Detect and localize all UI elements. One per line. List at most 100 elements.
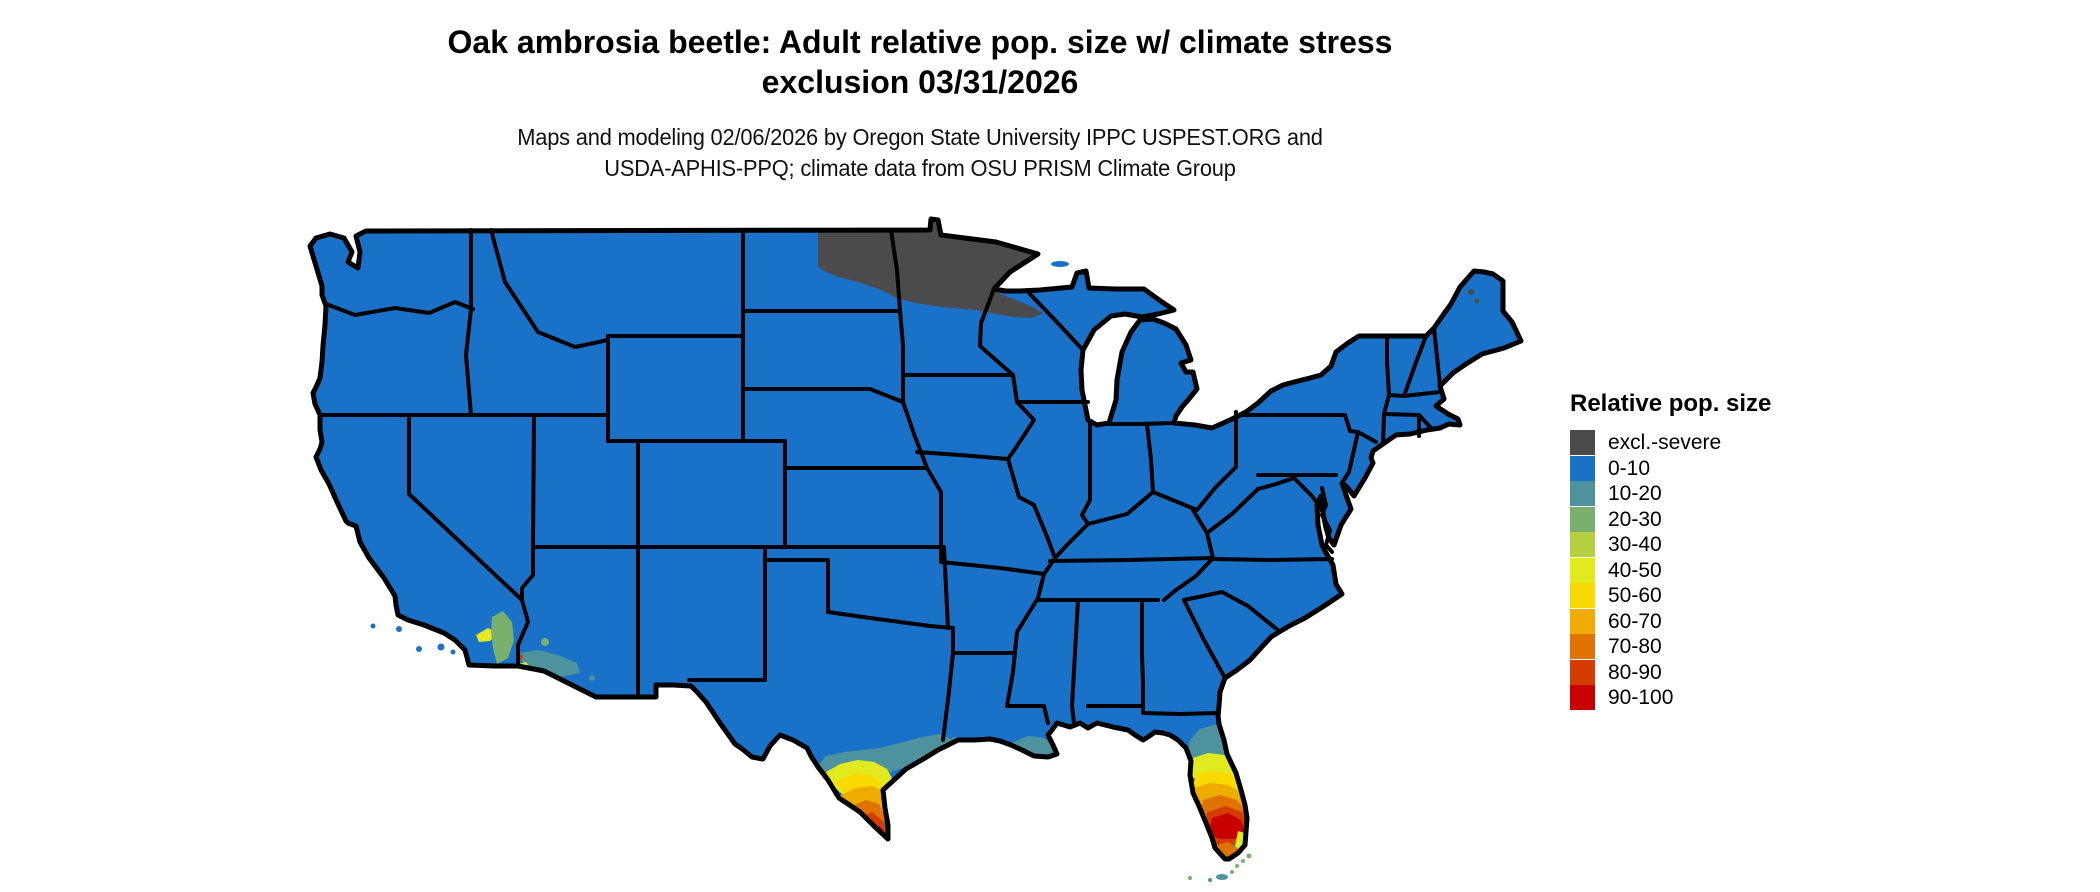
legend-swatch-90-100 [1570, 685, 1595, 711]
channel-island-dot [437, 643, 445, 651]
border-ga-fl [1141, 704, 1221, 716]
keys-dot [1246, 853, 1252, 859]
legend-swatch-70-80 [1570, 634, 1595, 660]
legend-swatch-60-70 [1570, 608, 1595, 634]
border-wa-or [324, 300, 475, 317]
border-potomac-upper [1256, 476, 1296, 491]
legend-label: 10-20 [1608, 482, 1662, 506]
legend-rows: excl.-severe 0-10 10-20 20-30 30-40 40-5… [1570, 430, 1870, 711]
border-tx-la [941, 651, 955, 742]
legend-row: 90-100 [1570, 685, 1870, 711]
legend-label: 90-100 [1608, 686, 1674, 710]
border-al-ga [1140, 598, 1145, 708]
border-nv-az [520, 545, 535, 602]
legend-label: 30-40 [1608, 533, 1662, 557]
delta-yellow-speck [1020, 754, 1026, 760]
legend-label: 60-70 [1608, 609, 1662, 633]
border-mississippi-river [978, 287, 1057, 708]
border-mt-id [489, 228, 610, 349]
border-ohio-river [1053, 465, 1238, 560]
legend-row: 0-10 [1570, 455, 1870, 482]
border-ia-mo [915, 450, 1010, 461]
border-ca-nv-az [407, 413, 530, 668]
legend-label: 80-90 [1608, 660, 1662, 684]
legend-label: 20-30 [1608, 507, 1662, 531]
border-sd-ne-43n [741, 387, 905, 404]
subtitle-line-1: Maps and modeling 02/06/2026 by Oregon S… [517, 124, 1323, 150]
legend-swatch-50-60 [1570, 583, 1595, 609]
page-title: Oak ambrosia beetle: Adult relative pop.… [0, 22, 1840, 102]
border-id-west [464, 228, 473, 417]
channel-island-dot [370, 623, 376, 629]
legend-label: 50-60 [1608, 584, 1662, 608]
legend-swatch-excl-severe [1570, 430, 1595, 456]
chesapeake-bay-line [1320, 486, 1334, 554]
legend-row: 30-40 [1570, 532, 1870, 558]
title-line-1: Oak ambrosia beetle: Adult relative pop.… [447, 24, 1393, 60]
legend-label: 0-10 [1608, 456, 1651, 480]
socal-teal-dot [589, 675, 595, 681]
socal-green-dot [541, 638, 549, 646]
legend-swatch-30-40 [1570, 532, 1595, 558]
legend-swatch-0-10 [1570, 455, 1595, 481]
legend-swatch-10-20 [1570, 481, 1595, 507]
border-la-ms-31n [1005, 704, 1050, 725]
subtitle-line-2: USDA-APHIS-PPQ; climate data from OSU PR… [604, 155, 1236, 181]
border-ny-nj [1356, 430, 1378, 444]
legend-label: 40-50 [1608, 558, 1662, 582]
isle-royale-island [1051, 261, 1069, 267]
legend-row: 70-80 [1570, 634, 1870, 660]
border-nh-me [1432, 326, 1442, 388]
border-mi-oh-in [1098, 421, 1176, 426]
border-ky-tn [1048, 556, 1215, 563]
climate-overlays [476, 219, 1480, 859]
legend: Relative pop. size excl.-severe 0-10 10-… [1570, 391, 1870, 711]
legend-row: 10-20 [1570, 481, 1870, 507]
border-va-nc [1211, 557, 1334, 562]
socal-green-patch [491, 611, 514, 664]
border-ok-ar [942, 545, 950, 630]
border-vt-nh [1402, 334, 1428, 398]
border-mo-ar [939, 560, 1046, 576]
legend-row: 40-50 [1570, 557, 1870, 584]
conus-outline [307, 216, 1524, 862]
channel-islands-dots [370, 623, 456, 655]
border-ga-sc [1182, 598, 1227, 680]
channel-island-dot [450, 649, 456, 655]
channel-island-dot [416, 646, 422, 652]
border-nv-ut [531, 413, 536, 549]
map-subtitle: Maps and modeling 02/06/2026 by Oregon S… [46, 122, 1794, 184]
keys-dot [1235, 864, 1239, 868]
border-wi-mi [1027, 291, 1084, 351]
keys-dot [1216, 874, 1228, 880]
border-ma-north [1387, 390, 1442, 398]
legend-swatch-80-90 [1570, 659, 1595, 685]
keys-dot [1188, 876, 1192, 880]
maine-speck [1453, 273, 1459, 279]
border-red-river-north [889, 228, 905, 377]
keys-dot [1208, 878, 1212, 882]
state-borders [318, 228, 1442, 742]
channel-island-dot [396, 626, 402, 632]
border-in-oh [1145, 422, 1155, 494]
legend-label: 70-80 [1608, 635, 1662, 659]
legend-swatch-40-50 [1570, 557, 1595, 583]
texas-hotspot [814, 734, 952, 844]
legend-row: 80-90 [1570, 659, 1870, 686]
legend-row: excl.-severe [1570, 430, 1870, 456]
keys-dot [1230, 870, 1234, 874]
maine-speck [1474, 298, 1480, 304]
exclusion-region-north-plains [818, 219, 1043, 318]
border-potomac-lower [1292, 476, 1324, 512]
legend-row: 60-70 [1570, 608, 1870, 635]
border-nc-tn [1162, 556, 1215, 602]
legend-title: Relative pop. size [1570, 390, 1772, 417]
maine-speck [1468, 289, 1474, 295]
legend-swatch-20-30 [1570, 506, 1595, 532]
border-il-in [1080, 422, 1092, 526]
border-wv-va [1205, 487, 1260, 535]
islands [370, 261, 1252, 882]
florida-keys-dots [1188, 853, 1252, 882]
border-red-river [826, 610, 955, 630]
